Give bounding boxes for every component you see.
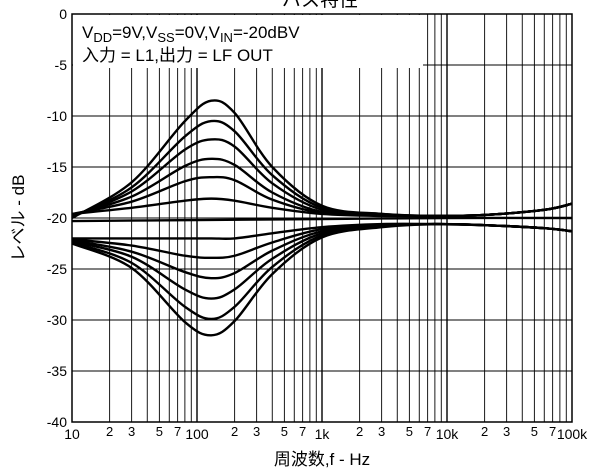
annotation-box: [73, 15, 423, 68]
x-tick-label-minor: 2: [481, 424, 488, 439]
x-tick-label-minor: 5: [406, 424, 413, 439]
y-tick-label: -25: [47, 261, 67, 277]
y-tick-label: -35: [47, 363, 67, 379]
response-curve-13: [71, 222, 573, 337]
x-tick-label-minor: 5: [531, 424, 538, 439]
x-tick-label-minor: 2: [106, 424, 113, 439]
x-tick-label-major: 10: [64, 426, 80, 442]
x-tick-label-minor: 3: [503, 424, 510, 439]
x-tick-label-major: 10k: [436, 426, 460, 442]
x-tick-label-minor: 5: [281, 424, 288, 439]
x-tick-label-minor: 2: [231, 424, 238, 439]
annotation-line-1: VDD=9V,VSS=0V,VIN=-20dBV: [82, 23, 300, 45]
chart-title: バス特性: [282, 0, 358, 11]
x-tick-label-major: 1k: [315, 426, 331, 442]
x-tick-label-minor: 3: [253, 424, 260, 439]
y-tick-label: -5: [55, 57, 68, 73]
annotation-line-2: 入力 = L1,出力 = LF OUT: [82, 46, 273, 65]
x-tick-label-minor: 7: [424, 424, 431, 439]
response-curve-6: [71, 197, 573, 218]
y-tick-label: -15: [47, 159, 67, 175]
x-tick-label-minor: 7: [549, 424, 556, 439]
y-tick-label: 0: [59, 6, 67, 22]
y-axis-label: レベル - dB: [9, 175, 28, 262]
x-tick-label-major: 100k: [557, 426, 588, 442]
y-tick-label: -20: [47, 210, 67, 226]
y-tick-label: -30: [47, 312, 67, 328]
x-tick-label-minor: 3: [128, 424, 135, 439]
x-tick-label-minor: 5: [156, 424, 163, 439]
x-tick-label-minor: 7: [174, 424, 181, 439]
response-curve-7: [71, 216, 573, 223]
x-tick-label-minor: 2: [356, 424, 363, 439]
y-tick-label: -10: [47, 108, 67, 124]
x-tick-label-minor: 7: [299, 424, 306, 439]
y-tick-labels: 0 -5 -10 -15 -20 -25 -30 -35 -40: [47, 6, 67, 430]
y-tick-label: -40: [47, 414, 67, 430]
x-axis-label: 周波数,f - Hz: [274, 450, 370, 469]
x-tick-label-minor: 3: [378, 424, 385, 439]
x-tick-label-major: 100: [185, 426, 209, 442]
curves: [71, 99, 573, 337]
